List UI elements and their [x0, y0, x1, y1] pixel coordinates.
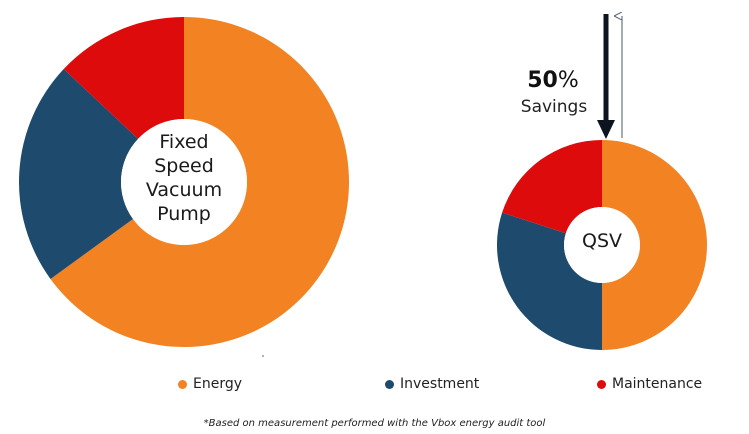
- legend-label: Investment: [400, 376, 480, 392]
- fixed-speed-donut: [19, 17, 349, 347]
- savings-percent-value: 50: [527, 68, 558, 93]
- slice-energy: [50, 17, 349, 347]
- qsv-donut: [496, 140, 707, 350]
- slice-investment: [496, 212, 602, 350]
- qsv-center-label: QSV: [566, 229, 638, 253]
- donut-hole: [564, 207, 640, 283]
- legend-label: Energy: [193, 376, 243, 392]
- stray-dot: [262, 355, 264, 357]
- legend-item-maintenance: Maintenance: [597, 376, 702, 392]
- savings-arrows: [597, 14, 623, 139]
- center-label-line: Speed: [154, 155, 214, 177]
- slice-investment: [19, 69, 139, 279]
- savings-word-label: Savings: [520, 97, 588, 117]
- legend-label: Maintenance: [612, 376, 703, 392]
- center-label-line: Fixed: [159, 131, 209, 153]
- footnote: *Based on measurement performed with the…: [203, 418, 546, 429]
- savings-percent-sign: %: [557, 68, 579, 93]
- slice-maintenance: [63, 17, 184, 139]
- savings-percent-label: 50%: [526, 68, 580, 93]
- donut-hole: [121, 119, 247, 245]
- fixed-speed-center-label: Fixed Speed Vacuum Pump: [128, 130, 240, 226]
- legend-swatch: [178, 379, 187, 389]
- savings-down-arrow-head: [597, 120, 615, 139]
- legend-item-investment: Investment: [385, 376, 479, 392]
- slice-energy: [602, 140, 707, 350]
- center-label-line: QSV: [581, 230, 622, 252]
- slice-maintenance: [502, 140, 602, 234]
- center-label-line: Vacuum: [145, 179, 223, 201]
- center-label-line: Pump: [157, 203, 211, 225]
- legend-swatch: [385, 379, 394, 389]
- legend-swatch: [597, 379, 606, 389]
- legend-item-energy: Energy: [178, 376, 242, 392]
